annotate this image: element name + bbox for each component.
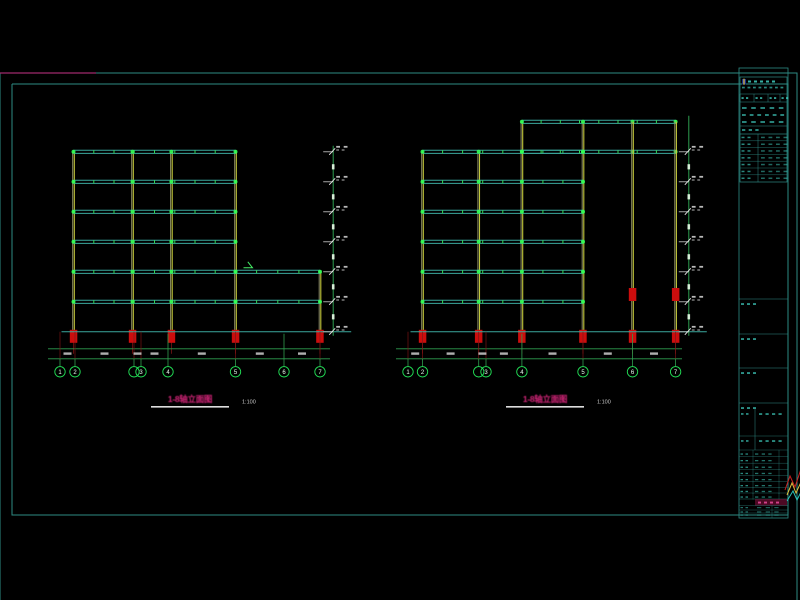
svg-text:1:100: 1:100 — [242, 399, 256, 405]
svg-text:1-8轴立面图: 1-8轴立面图 — [168, 394, 212, 404]
svg-text:1-8轴立面图: 1-8轴立面图 — [523, 394, 567, 404]
svg-text:1:100: 1:100 — [597, 399, 611, 405]
